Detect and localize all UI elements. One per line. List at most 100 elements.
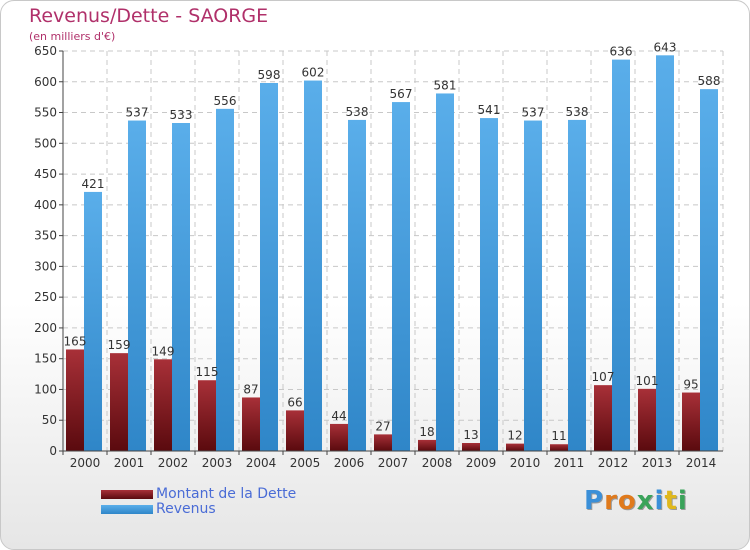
y-tick-label: 200: [34, 321, 57, 335]
y-tick-label: 500: [34, 136, 57, 150]
bar-revenue-label: 567: [390, 87, 413, 101]
bar-revenue: [260, 83, 278, 451]
x-tick-label: 2008: [422, 456, 453, 470]
legend-label-debt: Montant de la Dette: [156, 486, 297, 502]
legend-swatch-revenue: [101, 505, 153, 514]
bar-revenue-label: 643: [654, 40, 677, 54]
bar-debt: [198, 380, 216, 451]
logo-letter: o: [617, 486, 637, 516]
y-tick-label: 0: [49, 444, 57, 458]
bar-debt-label: 115: [196, 365, 219, 379]
x-tick-label: 2009: [466, 456, 497, 470]
bar-revenue-label: 541: [478, 103, 501, 117]
y-tick-label: 350: [34, 229, 57, 243]
bar-debt: [462, 443, 480, 451]
y-tick-label: 600: [34, 75, 57, 89]
bar-revenue-label: 421: [82, 177, 105, 191]
x-tick-label: 2012: [598, 456, 629, 470]
bar-revenue-label: 533: [170, 108, 193, 122]
x-tick-label: 2003: [202, 456, 233, 470]
bar-debt-label: 11: [551, 429, 566, 443]
bar-debt-label: 12: [507, 429, 522, 443]
bar-debt: [682, 392, 700, 451]
bar-revenue-label: 581: [434, 78, 457, 92]
x-tick-label: 2010: [510, 456, 541, 470]
labels-layer: 165 421 159 537 149 533 115 556 87 598 66 602 44 538 2…: [64, 40, 721, 443]
bar-debt-label: 87: [243, 382, 258, 396]
bar-revenue: [216, 108, 234, 451]
bar-revenue: [392, 102, 410, 452]
bar-debt-label: 101: [636, 374, 659, 388]
bar-debt-label: 149: [152, 344, 175, 358]
bar-debt: [66, 349, 84, 451]
x-tick-label: 2005: [290, 456, 321, 470]
bar-debt-label: 44: [331, 409, 346, 423]
bar-revenue-label: 537: [522, 106, 545, 120]
bar-revenue: [348, 119, 366, 451]
bar-revenue-label: 538: [566, 105, 589, 119]
bar-debt: [594, 385, 612, 451]
legend-swatch-debt: [101, 490, 153, 499]
x-tick-label: 2014: [686, 456, 717, 470]
bar-revenue: [172, 123, 190, 451]
bar-revenue-label: 636: [610, 45, 633, 59]
bar-revenue: [568, 119, 586, 451]
y-tick-label: 50: [42, 413, 57, 427]
bar-revenue-label: 556: [214, 94, 237, 108]
bar-debt: [550, 444, 568, 451]
y-tick-label: 100: [34, 382, 57, 396]
x-tick-label: 2000: [70, 456, 101, 470]
bar-debt-label: 13: [463, 428, 478, 442]
y-tick-label: 300: [34, 259, 57, 273]
bar-debt-label: 18: [419, 425, 434, 439]
y-tick-label: 550: [34, 106, 57, 120]
x-tick-label: 2001: [114, 456, 145, 470]
x-tick-label: 2006: [334, 456, 365, 470]
bars-layer: [66, 55, 718, 452]
bar-debt: [110, 353, 128, 451]
bar-revenue: [304, 80, 322, 452]
bar-revenue: [128, 120, 146, 452]
logo-letter: x: [636, 486, 655, 516]
bar-revenue: [84, 191, 102, 451]
bar-debt-label: 95: [683, 378, 698, 392]
y-tick-label: 400: [34, 198, 57, 212]
chart-subtitle: (en milliers d'€): [29, 30, 116, 43]
x-tick-label: 2002: [158, 456, 189, 470]
proxiti-logo: Proxiti: [584, 486, 688, 516]
logo-letter: i: [654, 486, 665, 516]
x-tick-label: 2004: [246, 456, 277, 470]
bar-revenue: [524, 120, 542, 452]
bar-revenue: [436, 93, 454, 451]
bar-debt: [418, 439, 436, 451]
x-tick-label: 2011: [554, 456, 585, 470]
bar-debt: [154, 359, 172, 451]
logo-letter: r: [604, 486, 618, 516]
bar-revenue-label: 602: [302, 66, 325, 80]
y-tick-label: 450: [34, 167, 57, 181]
logo-letter: P: [584, 486, 605, 516]
bar-debt: [374, 434, 392, 451]
bar-revenue: [612, 59, 630, 451]
bar-debt: [638, 388, 656, 451]
bar-debt-label: 107: [592, 370, 615, 384]
bar-revenue: [700, 89, 718, 452]
chart-title: Revenus/Dette - SAORGE: [29, 5, 269, 27]
bar-debt: [242, 397, 260, 451]
axis-layer: 0 50 100 150 200 250 300 350 400 450 500 550 600 650 2…: [34, 44, 723, 470]
x-tick-label: 2013: [642, 456, 673, 470]
bar-revenue-label: 598: [258, 68, 281, 82]
bar-debt-label: 159: [108, 338, 131, 352]
bar-revenue-label: 537: [126, 106, 149, 120]
bar-debt-label: 27: [375, 419, 390, 433]
y-tick-label: 250: [34, 290, 57, 304]
bar-debt: [286, 410, 304, 451]
legend-label-revenue: Revenus: [156, 501, 216, 517]
y-tick-label: 150: [34, 352, 57, 366]
x-tick-label: 2007: [378, 456, 409, 470]
y-tick-label: 650: [34, 44, 57, 58]
bar-debt-label: 165: [64, 334, 87, 348]
logo-letter: t: [664, 486, 678, 516]
